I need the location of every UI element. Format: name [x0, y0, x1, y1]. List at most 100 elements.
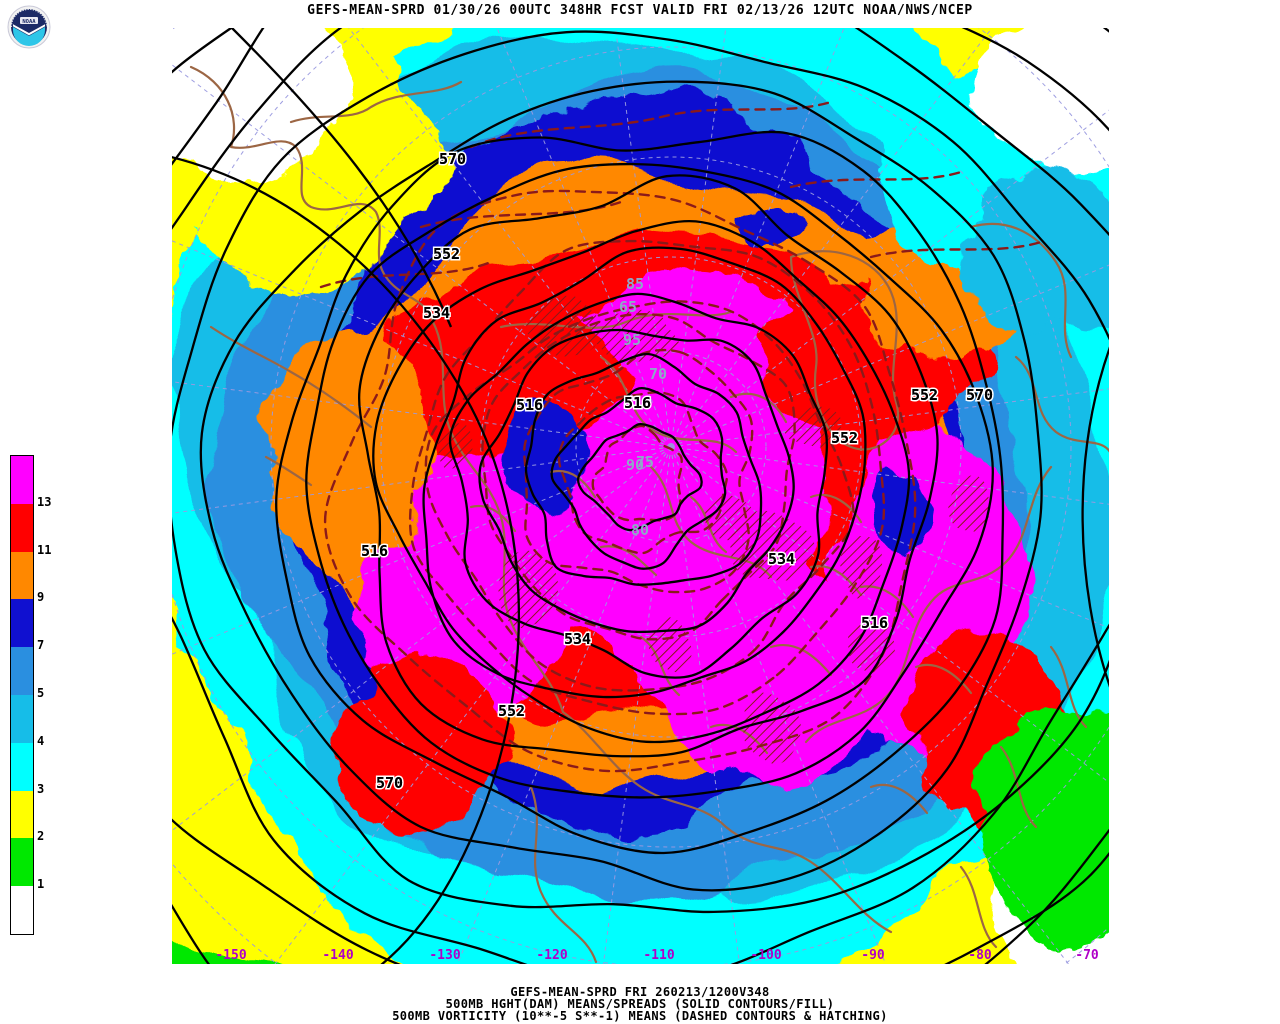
colorbar-strip [10, 455, 34, 935]
coastline [769, 644, 833, 677]
svg-text:516: 516 [361, 542, 388, 560]
svg-text:516: 516 [361, 542, 388, 560]
meridian [496, 27, 672, 448]
coastline [869, 783, 929, 815]
map-title: GEFS-MEAN-SPRD 01/30/26 00UTC 348HR FCST… [307, 3, 973, 18]
vorticity-hatch-region [592, 309, 679, 362]
vorticity-contour-label: 65 [619, 298, 637, 316]
longitude-label: -140 [322, 948, 353, 963]
svg-text:552: 552 [433, 245, 460, 263]
height-contour [171, 30, 1110, 914]
colorbar-tick-label: 5 [37, 686, 45, 700]
noaa-logo-text: NOAA [22, 19, 36, 25]
map-svg: 5705705525525345345165165165165345345525… [171, 27, 1110, 965]
colorbar-segment [11, 742, 33, 791]
svg-text:534: 534 [564, 630, 591, 648]
height-contour [171, 155, 520, 965]
noaa-logo: NOAA [6, 4, 52, 50]
colorbar-segment [11, 790, 33, 839]
coastline [969, 222, 1073, 359]
height-contour [524, 352, 763, 586]
coastline [289, 80, 463, 124]
coastline [729, 392, 788, 424]
meridian [171, 381, 672, 448]
vorticity-contour [789, 170, 963, 189]
svg-text:534: 534 [564, 630, 591, 648]
vorticity-hatch-region [840, 535, 883, 599]
meridian [670, 446, 887, 965]
colorbar-tick-label: 4 [37, 733, 45, 748]
svg-text:516: 516 [516, 396, 543, 414]
height-contour [171, 27, 1110, 965]
longitude-label: -150 [215, 948, 246, 963]
meridian [670, 264, 1110, 448]
meridian [602, 446, 672, 965]
svg-text:534: 534 [768, 550, 795, 568]
coastline [929, 465, 1053, 604]
colorbar-tick-label: 9 [37, 590, 45, 605]
colorbar-segment [11, 599, 33, 648]
height-contour [230, 27, 453, 328]
coastline [549, 469, 597, 499]
longitude-label: -100 [750, 948, 781, 963]
vorticity-contour [469, 100, 833, 149]
meridian [171, 446, 672, 833]
meridian [670, 108, 1110, 448]
longitude-label: -110 [643, 948, 674, 963]
spread-lobe [739, 201, 809, 253]
coastline [789, 250, 899, 451]
colorbar-tick-label: 3 [37, 781, 45, 796]
height-contour [357, 174, 939, 758]
vorticity-contour-labels: 65 70 75 80 85 90 95 [619, 275, 667, 539]
height-contour [478, 328, 795, 634]
meridian [670, 27, 846, 448]
height-contours [171, 27, 1110, 965]
height-contour [422, 246, 867, 699]
coastline [724, 825, 893, 934]
coastline [809, 493, 863, 524]
colorbar-segment [11, 886, 33, 934]
vorticity-contour-label: 75 [636, 453, 654, 471]
colorbar-segment [11, 503, 33, 552]
meridian [670, 446, 1110, 784]
vorticity-contour [523, 348, 754, 594]
vorticity-contour-label: 70 [649, 365, 667, 383]
coastline [431, 320, 565, 714]
coastline [914, 663, 973, 695]
height-contour [305, 162, 994, 799]
svg-text:552: 552 [498, 702, 525, 720]
meridian [670, 446, 741, 965]
height-contour [372, 219, 911, 744]
svg-text:570: 570 [439, 150, 466, 168]
height-contour [448, 292, 828, 679]
caption-line-1: GEFS-MEAN-SPRD FRI 260213/1200V348 [510, 985, 770, 999]
colorbar-tick-label: 7 [37, 638, 45, 653]
vorticity-contour-label: 95 [623, 331, 641, 349]
parallel [270, 46, 1072, 848]
svg-text:534: 534 [423, 304, 450, 322]
longitude-label: -90 [861, 948, 885, 963]
svg-text:516: 516 [861, 614, 888, 632]
vorticity-contour [481, 312, 796, 641]
colorbar-tick-label: 2 [37, 829, 45, 844]
svg-text:516: 516 [516, 396, 543, 414]
coastline [529, 785, 598, 964]
longitude-label: -120 [536, 948, 567, 963]
vorticity-contour [869, 240, 1043, 259]
svg-text:552: 552 [498, 702, 525, 720]
height-contour [171, 27, 1110, 965]
vorticity-hatch-region [948, 475, 990, 532]
vorticity-hatch-region [498, 550, 559, 629]
